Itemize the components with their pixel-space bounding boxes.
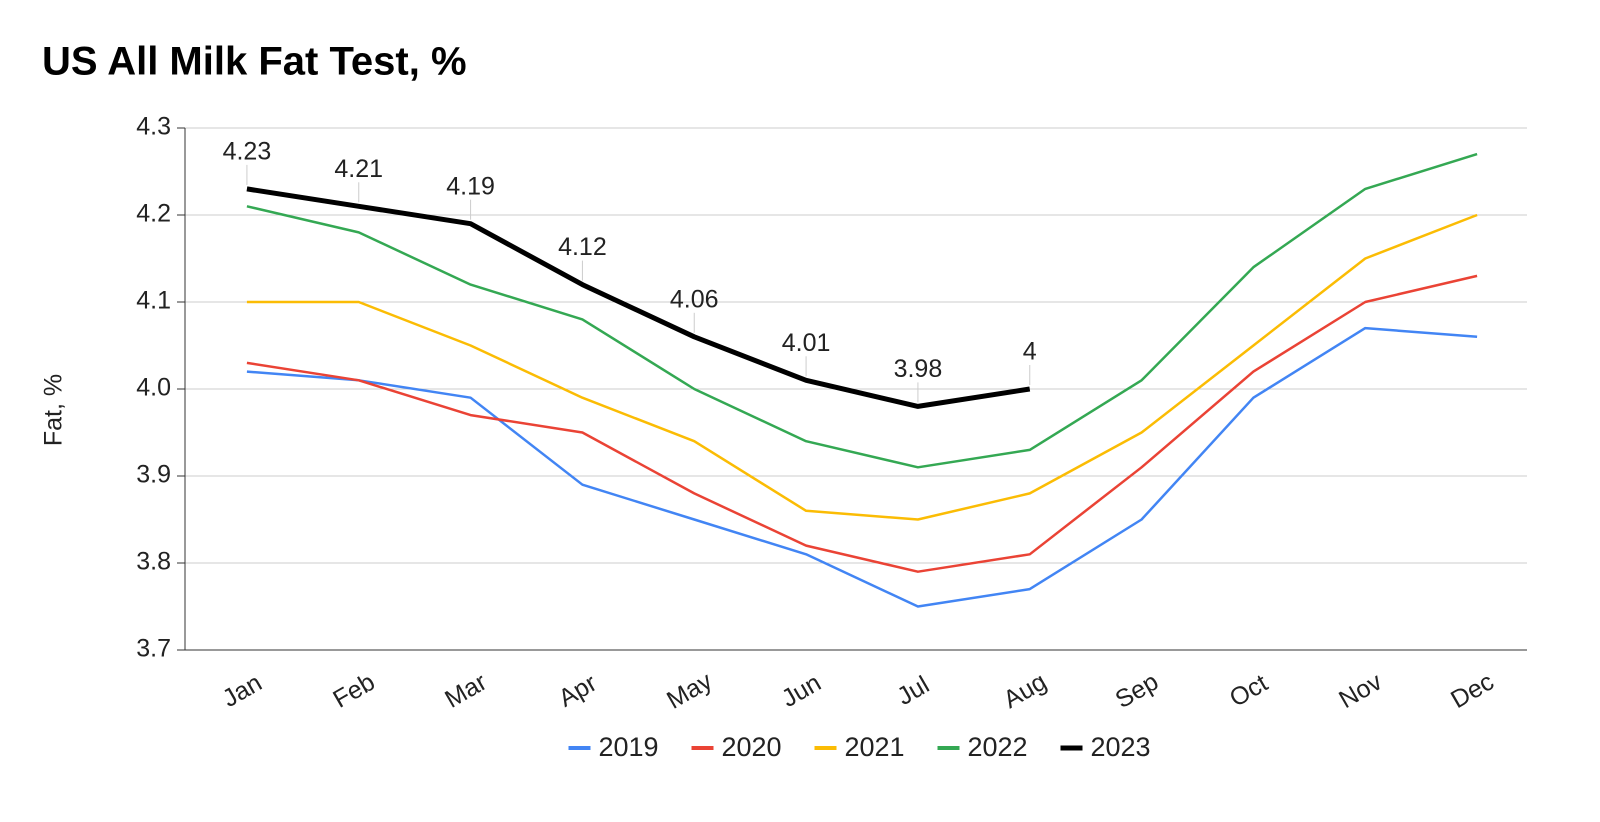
line-series — [246, 274, 1478, 573]
data-label: 3.98 — [894, 355, 943, 383]
x-tick-label: Nov — [1334, 667, 1387, 714]
x-tick-label: Sep — [1111, 668, 1164, 714]
line-series — [246, 326, 1478, 608]
x-tick-label: May — [662, 667, 717, 715]
data-label: 4.19 — [446, 172, 495, 200]
x-tick-label: Apr — [554, 669, 602, 713]
x-tick-label: Jul — [892, 671, 934, 711]
y-tick-label: 4.1 — [136, 287, 171, 315]
data-label: 4.12 — [558, 233, 607, 261]
x-tick-label: Feb — [328, 668, 379, 714]
legend-label: 2020 — [722, 732, 782, 762]
legend-label: 2021 — [845, 732, 905, 762]
y-tick-label: 4.0 — [136, 374, 171, 402]
x-tick-label: Dec — [1446, 668, 1499, 714]
line-series — [246, 152, 1478, 469]
y-tick-label: 4.3 — [136, 113, 171, 141]
data-label: 4.21 — [334, 155, 383, 183]
line-series — [246, 186, 1031, 409]
line-series — [246, 213, 1478, 521]
y-tick-label: 3.9 — [136, 461, 171, 489]
data-label: 4 — [1023, 338, 1037, 366]
data-label: 4.23 — [223, 138, 272, 166]
y-tick-label: 4.2 — [136, 200, 171, 228]
legend-label: 2019 — [599, 732, 659, 762]
data-label: 4.01 — [782, 329, 831, 357]
chart-title: US All Milk Fat Test, % — [42, 40, 467, 84]
x-tick-label: Jan — [218, 669, 267, 713]
y-axis-label: Fat, % — [40, 374, 68, 446]
legend-label: 2022 — [968, 732, 1028, 762]
x-tick-label: Jun — [777, 669, 826, 713]
y-tick-label: 3.8 — [136, 548, 171, 576]
x-tick-label: Mar — [440, 668, 491, 714]
legend-label: 2023 — [1091, 732, 1151, 762]
x-tick-label: Aug — [999, 668, 1052, 714]
x-tick-label: Oct — [1225, 669, 1273, 713]
y-tick-label: 3.7 — [136, 635, 171, 663]
data-label: 4.06 — [670, 285, 719, 313]
